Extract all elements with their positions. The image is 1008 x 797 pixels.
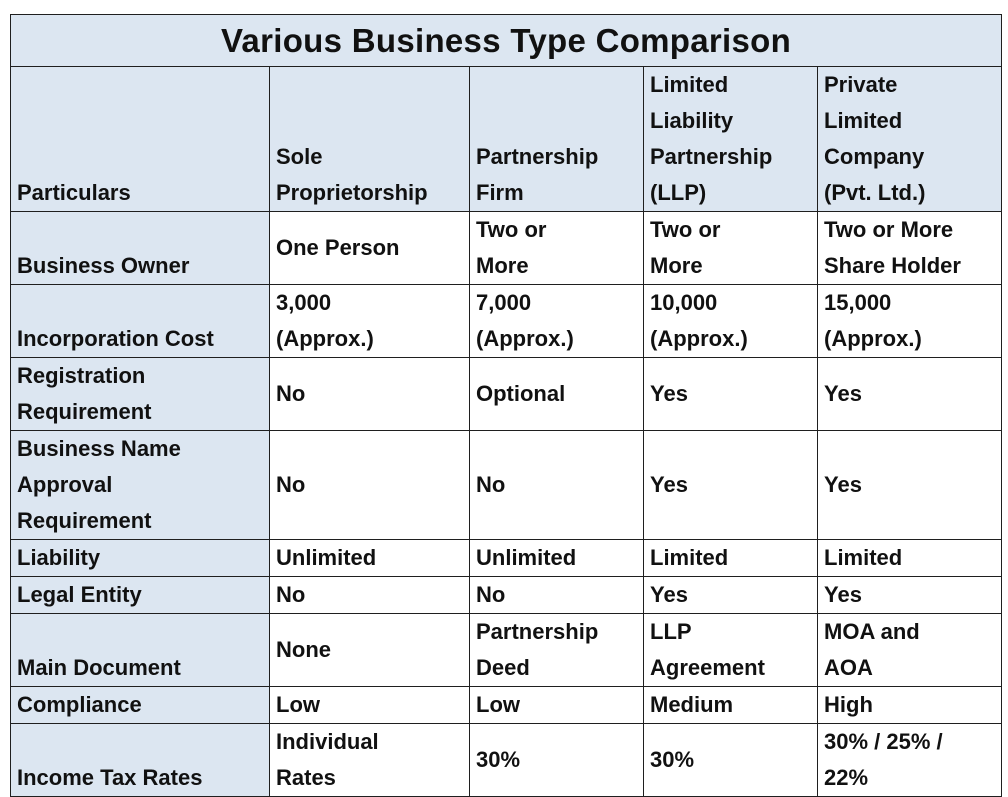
table-row-business-name-approval: Business Name Approval Requirement No No… xyxy=(10,430,1003,540)
row-label: Incorporation Cost xyxy=(10,284,270,358)
row-label: Business Owner xyxy=(10,211,270,285)
table-cell: Limited xyxy=(816,539,1003,577)
table-cell: 30% xyxy=(469,723,644,797)
table-cell: Partnership Deed xyxy=(469,613,644,687)
table-cell: 30% xyxy=(643,723,818,797)
table-cell: Yes xyxy=(816,430,1003,540)
row-label: Registration Requirement xyxy=(10,357,270,431)
table-row-incorporation-cost: Incorporation Cost 3,000 (Approx.) 7,000… xyxy=(10,284,1003,358)
table-cell: Yes xyxy=(643,576,818,614)
column-header-pvt-ltd: Private Limited Company (Pvt. Ltd.) xyxy=(816,66,1003,212)
table-cell: Low xyxy=(469,686,644,724)
table-cell: LLP Agreement xyxy=(643,613,818,687)
column-header-partnership-firm: Partnership Firm xyxy=(469,66,644,212)
table-cell: No xyxy=(469,430,644,540)
row-label: Business Name Approval Requirement xyxy=(10,430,270,540)
row-label: Compliance xyxy=(10,686,270,724)
table-cell: Yes xyxy=(643,357,818,431)
table-cell: Yes xyxy=(816,357,1003,431)
table-row-main-document: Main Document None Partnership Deed LLP … xyxy=(10,613,1003,687)
table-cell: No xyxy=(269,576,470,614)
table-cell: No xyxy=(269,430,470,540)
table-cell: High xyxy=(816,686,1003,724)
row-label: Main Document xyxy=(10,613,270,687)
table-cell: Individual Rates xyxy=(269,723,470,797)
title-row: Various Business Type Comparison xyxy=(9,14,1003,67)
table-cell: Unlimited xyxy=(269,539,470,577)
table-cell: Unlimited xyxy=(469,539,644,577)
table-title: Various Business Type Comparison xyxy=(9,14,1003,67)
table-cell: Limited xyxy=(643,539,818,577)
table-cell: No xyxy=(269,357,470,431)
table-row-income-tax-rates: Income Tax Rates Individual Rates 30% 30… xyxy=(10,723,1003,797)
table-cell: No xyxy=(469,576,644,614)
header-row: Particulars Sole Proprietorship Partners… xyxy=(10,66,1003,212)
table-row-business-owner: Business Owner One Person Two or More Tw… xyxy=(10,211,1003,285)
table-cell: None xyxy=(269,613,470,687)
table-cell: 3,000 (Approx.) xyxy=(269,284,470,358)
table-row-liability: Liability Unlimited Unlimited Limited Li… xyxy=(10,539,1003,577)
table-cell: 10,000 (Approx.) xyxy=(643,284,818,358)
row-label: Liability xyxy=(10,539,270,577)
table-cell: 7,000 (Approx.) xyxy=(469,284,644,358)
table-cell: 30% / 25% / 22% xyxy=(816,723,1003,797)
table-cell: Two or More xyxy=(469,211,644,285)
column-header-sole-proprietorship: Sole Proprietorship xyxy=(269,66,470,212)
table-row-legal-entity: Legal Entity No No Yes Yes xyxy=(10,576,1003,614)
comparison-table: Various Business Type Comparison Particu… xyxy=(9,14,1003,797)
comparison-sheet: Various Business Type Comparison Particu… xyxy=(9,14,1003,797)
table-row-compliance: Compliance Low Low Medium High xyxy=(10,686,1003,724)
table-cell: Yes xyxy=(643,430,818,540)
table-cell: Optional xyxy=(469,357,644,431)
table-row-registration-requirement: Registration Requirement No Optional Yes… xyxy=(10,357,1003,431)
table-cell: Low xyxy=(269,686,470,724)
row-label: Legal Entity xyxy=(10,576,270,614)
column-header-particulars: Particulars xyxy=(10,66,270,212)
row-label: Income Tax Rates xyxy=(10,723,270,797)
table-cell: Medium xyxy=(643,686,818,724)
table-cell: MOA and AOA xyxy=(816,613,1003,687)
table-cell: Two or More Share Holder xyxy=(816,211,1003,285)
column-header-llp: Limited Liability Partnership (LLP) xyxy=(643,66,818,212)
table-cell: 15,000 (Approx.) xyxy=(816,284,1003,358)
table-cell: Two or More xyxy=(643,211,818,285)
table-cell: Yes xyxy=(816,576,1003,614)
table-cell: One Person xyxy=(269,211,470,285)
